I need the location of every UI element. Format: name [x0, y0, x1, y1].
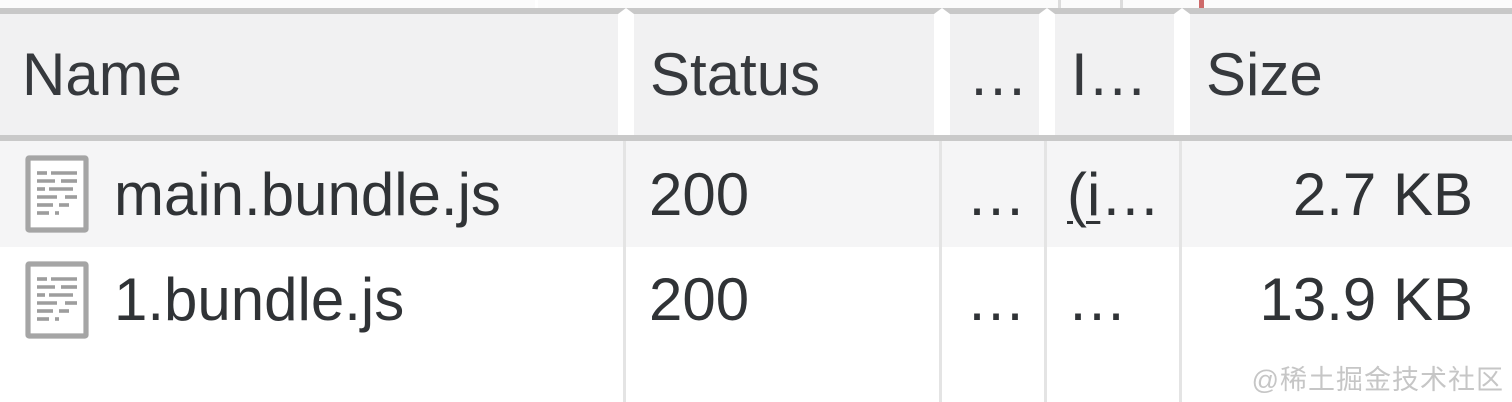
- size-value: 13.9 KB: [1259, 266, 1474, 333]
- initiator-ellipsis: …: [1067, 266, 1127, 333]
- overview-strip: [0, 0, 1512, 8]
- document-icon: [25, 155, 89, 233]
- watermark: @稀土掘金技术社区: [1251, 365, 1504, 395]
- network-request-row[interactable]: 1.bundle.js 200 … … 13.9 KB: [0, 247, 1512, 352]
- requests-table: Name Status … I… Size: [0, 8, 1512, 402]
- column-header-label: I…: [1071, 41, 1148, 108]
- request-name: main.bundle.js: [114, 160, 501, 228]
- empty-cell: [626, 352, 942, 402]
- column-header-label: Status: [650, 41, 821, 108]
- empty-cell: [942, 352, 1047, 402]
- size-cell[interactable]: 13.9 KB: [1182, 247, 1512, 352]
- grid-line: [1120, 0, 1123, 8]
- load-event-marker-icon: [1199, 0, 1204, 8]
- type-value: …: [966, 160, 1026, 228]
- initiator-ellipsis: …: [1100, 160, 1161, 228]
- column-header-initiator[interactable]: I…: [1047, 8, 1182, 135]
- status-code: 200: [649, 266, 750, 333]
- empty-cell: [0, 352, 626, 402]
- initiator-cell[interactable]: …: [1047, 247, 1182, 352]
- table-header-row: Name Status … I… Size: [0, 8, 1512, 141]
- grid-line: [535, 0, 538, 8]
- column-header-label: Size: [1206, 41, 1323, 108]
- column-header-name[interactable]: Name: [0, 8, 626, 135]
- column-header-status[interactable]: Status: [626, 8, 942, 135]
- status-code: 200: [649, 160, 750, 228]
- request-name: 1.bundle.js: [114, 266, 405, 333]
- initiator-link[interactable]: (i: [1067, 160, 1101, 228]
- column-header-label: Name: [22, 41, 183, 108]
- name-cell[interactable]: main.bundle.js: [0, 141, 626, 247]
- size-value: 2.7 KB: [1292, 160, 1473, 228]
- initiator-cell[interactable]: (i…: [1047, 141, 1182, 247]
- status-cell[interactable]: 200: [626, 141, 942, 247]
- document-icon: [25, 260, 89, 339]
- type-cell[interactable]: …: [942, 247, 1047, 352]
- status-cell[interactable]: 200: [626, 247, 942, 352]
- type-value: …: [966, 266, 1026, 333]
- table-empty-area: [0, 352, 1512, 402]
- column-header-label: …: [968, 41, 1028, 108]
- name-cell[interactable]: 1.bundle.js: [0, 247, 626, 352]
- size-cell[interactable]: 2.7 KB: [1182, 141, 1512, 247]
- column-header-size[interactable]: Size: [1182, 8, 1512, 135]
- empty-cell: [1047, 352, 1182, 402]
- column-header-type[interactable]: …: [942, 8, 1047, 135]
- grid-line: [1058, 0, 1061, 8]
- type-cell[interactable]: …: [942, 141, 1047, 247]
- network-request-row[interactable]: main.bundle.js 200 … (i… 2.7 KB: [0, 141, 1512, 247]
